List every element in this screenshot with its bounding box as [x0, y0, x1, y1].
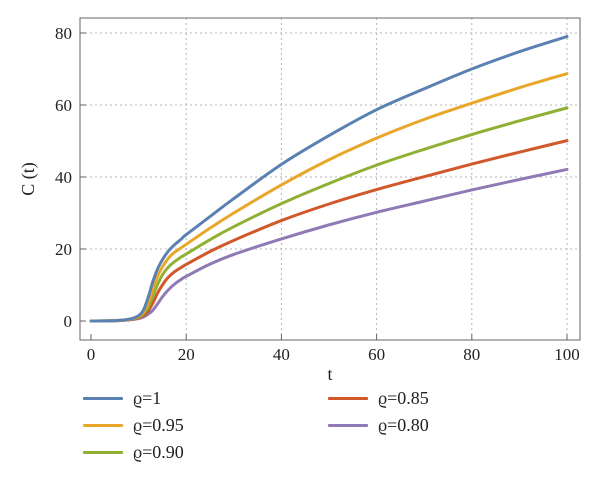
y-tick-label: 80: [55, 24, 72, 43]
x-axis-label: t: [327, 364, 332, 384]
y-tick-label: 0: [64, 312, 73, 331]
plot-frame: [79, 17, 581, 341]
y-tick-label: 40: [55, 168, 72, 187]
x-tick-label: 20: [178, 345, 195, 364]
series-line: [89, 106, 569, 323]
data-series: [89, 35, 569, 323]
series-line: [89, 167, 569, 323]
x-tick-label: 100: [554, 345, 580, 364]
x-tick-label: 40: [273, 345, 290, 364]
x-tick-label: 0: [87, 345, 96, 364]
grid-lines: [80, 18, 580, 340]
y-tick-label: 20: [55, 240, 72, 259]
series-line: [89, 139, 569, 323]
y-axis-label: C (t): [18, 162, 39, 196]
series-line: [89, 35, 569, 323]
x-tick-label: 80: [463, 345, 480, 364]
axis-ticks: 0 20 40 60 80 100 0 20 40 60 80: [55, 24, 580, 364]
y-tick-label: 60: [55, 96, 72, 115]
x-tick-label: 60: [368, 345, 385, 364]
